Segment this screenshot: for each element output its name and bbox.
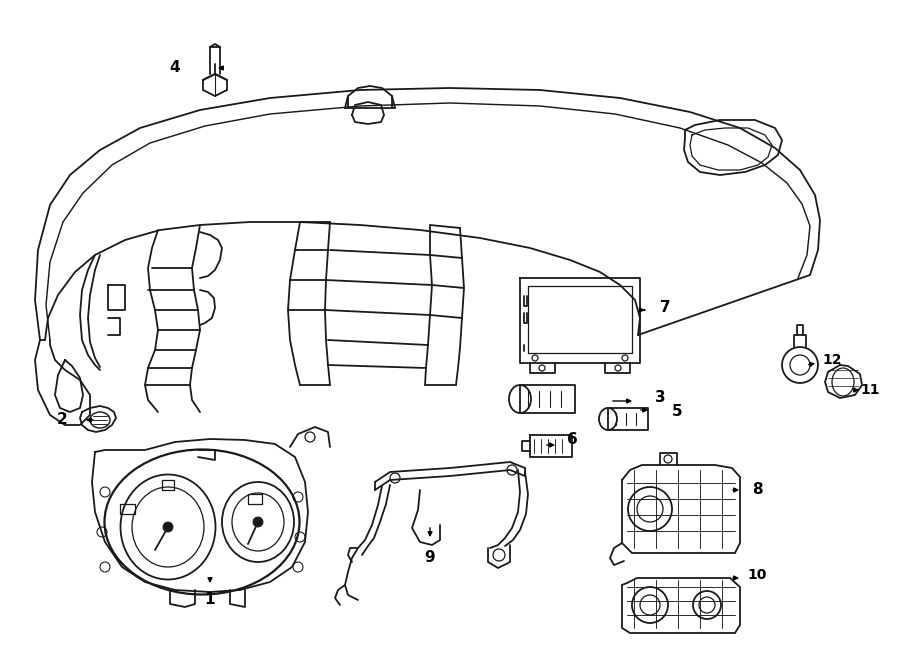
Text: 5: 5 xyxy=(671,405,682,420)
Text: 12: 12 xyxy=(823,353,842,367)
Text: 7: 7 xyxy=(660,299,670,315)
Text: 6: 6 xyxy=(567,432,578,447)
Text: 2: 2 xyxy=(57,412,68,428)
Text: 1: 1 xyxy=(205,592,215,607)
Text: 3: 3 xyxy=(654,391,665,405)
Text: 4: 4 xyxy=(170,61,180,75)
Text: 9: 9 xyxy=(425,551,436,566)
Text: 10: 10 xyxy=(747,568,767,582)
Circle shape xyxy=(163,522,173,532)
Text: 8: 8 xyxy=(752,483,762,498)
Text: 11: 11 xyxy=(860,383,880,397)
Circle shape xyxy=(253,517,263,527)
